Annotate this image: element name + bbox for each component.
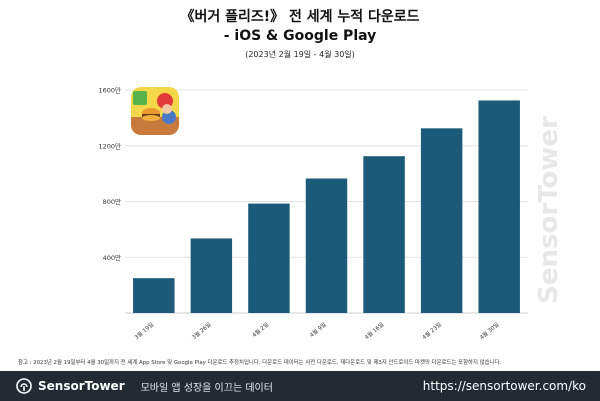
y-tick-label: 1200만: [98, 141, 121, 150]
burger-please-app-icon: [131, 87, 179, 135]
bar: [190, 238, 233, 313]
sensor-tower-watermark: SensorTower: [534, 116, 564, 304]
chart-title-line2: - iOS & Google Play: [223, 28, 377, 44]
footer-bar: SensorTower 모바일 앱 성장을 이끄는 데이터 https://se…: [0, 371, 600, 401]
x-tick-label: 4월 9일: [308, 320, 328, 338]
chart-title-line1: 《버거 플리즈!》 전 세계 누적 다운로드: [180, 9, 420, 25]
bar: [420, 128, 463, 313]
y-tick-label: 800만: [103, 197, 121, 206]
x-tick-label: 4월 30일: [478, 320, 501, 341]
bar: [248, 203, 290, 313]
chart-period: (2023년 2월 19일 - 4월 30일): [245, 50, 355, 59]
footer-brand: SensorTower: [38, 379, 125, 393]
x-tick-label: 3월 26일: [190, 320, 213, 341]
y-tick-label: 400만: [103, 253, 121, 262]
x-tick-label: 4월 16일: [363, 320, 386, 341]
x-tick-label: 3월 19일: [133, 320, 156, 341]
bar: [133, 278, 175, 313]
chart-title: 《버거 플리즈!》 전 세계 누적 다운로드 - iOS & Google Pl…: [0, 8, 600, 46]
watermark-text: SensorTower: [534, 116, 564, 304]
sensor-tower-logo-icon: [16, 378, 32, 394]
x-tick-label: 4월 2일: [250, 320, 270, 338]
bar: [305, 178, 348, 313]
bar: [478, 100, 520, 313]
footer-url-link[interactable]: https://sensortower.com/ko: [422, 379, 586, 393]
y-tick-label: 1600만: [98, 86, 121, 95]
x-tick-label: 4월 23일: [420, 320, 443, 341]
bar: [363, 156, 405, 313]
footnote: 참고 : 2023년 2월 19일부터 4월 30일까지 전 세계 App St…: [18, 360, 502, 366]
footer-tagline: 모바일 앱 성장을 이끄는 데이터: [140, 382, 273, 394]
